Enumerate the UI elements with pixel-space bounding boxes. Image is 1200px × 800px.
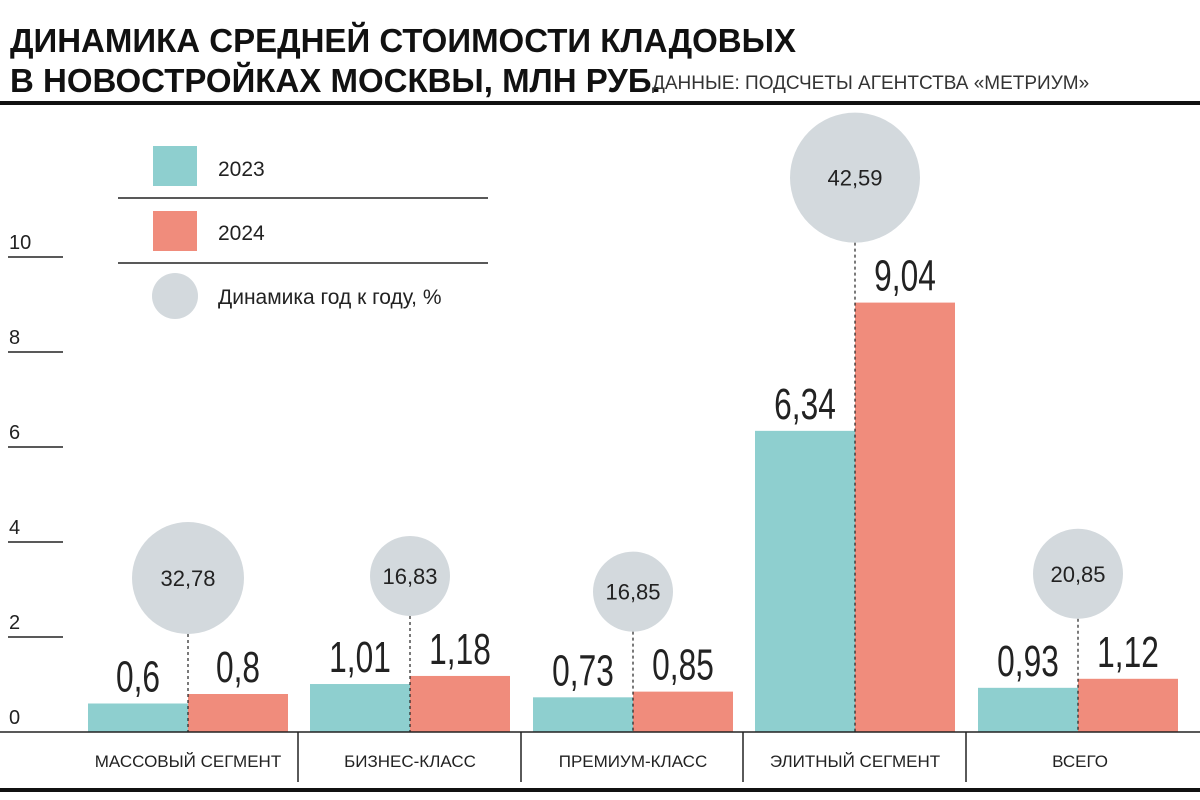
value-label-2023: 0,6 bbox=[116, 652, 160, 701]
bar-2023 bbox=[978, 687, 1078, 732]
bar-2024 bbox=[1078, 678, 1178, 732]
growth-label: 20,85 bbox=[1050, 562, 1105, 587]
y-tick-label: 4 bbox=[9, 517, 20, 539]
bar-2024 bbox=[633, 691, 733, 732]
value-label-2023: 0,73 bbox=[552, 646, 614, 695]
value-label-2024: 0,85 bbox=[652, 641, 714, 690]
legend-label-growth: Динамика год к году, % bbox=[218, 286, 442, 309]
growth-bubble bbox=[132, 522, 244, 634]
growth-bubble bbox=[593, 551, 673, 632]
value-label-2024: 0,8 bbox=[216, 643, 260, 692]
x-category-label: ЭЛИТНЫЙ СЕГМЕНТ bbox=[770, 752, 940, 771]
x-category-label: МАССОВЫЙ СЕГМЕНТ bbox=[95, 752, 281, 771]
growth-bubble bbox=[1033, 528, 1123, 619]
legend-swatch-2023 bbox=[153, 146, 197, 186]
value-label-2023: 1,01 bbox=[329, 633, 391, 682]
growth-label: 42,59 bbox=[827, 166, 882, 191]
bar-2023 bbox=[310, 684, 410, 732]
legend-label-2023: 2023 bbox=[218, 158, 265, 181]
y-tick-label: 6 bbox=[9, 422, 20, 444]
y-axis: 0 2 4 6 8 10 bbox=[8, 232, 63, 729]
x-category-label: ПРЕМИУМ-КЛАСС bbox=[559, 752, 707, 771]
x-axis: МАССОВЫЙ СЕГМЕНТ БИЗНЕС-КЛАСС ПРЕМИУМ-КЛАС… bbox=[0, 731, 1200, 792]
value-label-2024: 1,18 bbox=[429, 625, 491, 674]
value-label-2024: 1,12 bbox=[1097, 628, 1159, 677]
bar-2023 bbox=[533, 697, 633, 732]
legend-label-2024: 2024 bbox=[218, 222, 265, 245]
growth-bubble bbox=[370, 535, 450, 616]
bars: 0,6 0,8 32,78 1,01 1,18 16,83 0,73 0,85 16,85 6,3… bbox=[88, 112, 1178, 732]
value-label-2023: 6,34 bbox=[774, 380, 836, 429]
chart-title-line2: В НОВОСТРОЙКАХ МОСКВЫ, МЛН РУБ. bbox=[10, 61, 661, 99]
growth-label: 32,78 bbox=[160, 566, 215, 591]
legend-swatch-2024 bbox=[153, 211, 197, 251]
legend-swatch-growth bbox=[152, 273, 198, 319]
growth-label: 16,85 bbox=[605, 580, 660, 605]
y-tick-label: 0 bbox=[9, 707, 20, 729]
bar-2023 bbox=[755, 430, 855, 732]
bar-2024 bbox=[855, 302, 955, 732]
y-tick-label: 10 bbox=[9, 232, 31, 254]
x-category-label: ВСЕГО bbox=[1052, 752, 1108, 771]
growth-label: 16,83 bbox=[382, 564, 437, 589]
y-tick-label: 2 bbox=[9, 612, 20, 634]
bar-2024 bbox=[188, 694, 288, 732]
chart-source: ДАННЫЕ: ПОДСЧЕТЫ АГЕНТСТВА «МЕТРИУМ» bbox=[652, 73, 1089, 94]
y-tick-label: 8 bbox=[9, 327, 20, 349]
bar-2023 bbox=[88, 703, 188, 732]
x-category-label: БИЗНЕС-КЛАСС bbox=[344, 752, 476, 771]
chart-title-line1: ДИНАМИКА СРЕДНЕЙ СТОИМОСТИ КЛАДОВЫХ bbox=[10, 21, 796, 59]
bottom-rule bbox=[0, 788, 1200, 792]
bar-2024 bbox=[410, 675, 510, 732]
value-label-2024: 9,04 bbox=[874, 252, 936, 301]
growth-bubble bbox=[790, 112, 920, 243]
title-rule bbox=[0, 101, 1200, 105]
value-label-2023: 0,93 bbox=[997, 637, 1059, 686]
